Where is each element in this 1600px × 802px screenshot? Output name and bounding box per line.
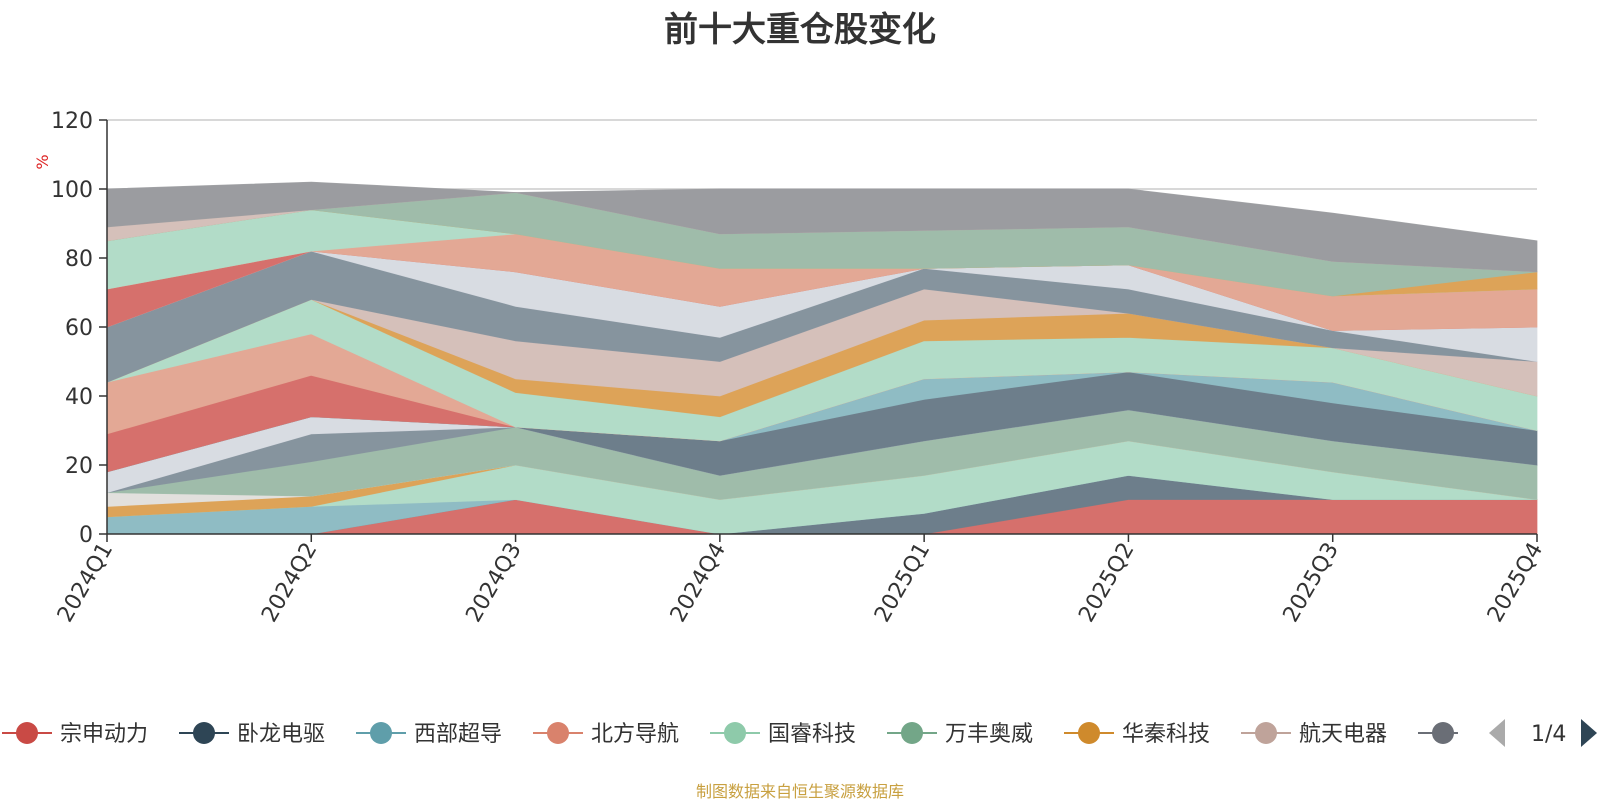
legend-label: 航天电器: [1299, 722, 1387, 747]
chart-title: 前十大重仓股变化: [664, 10, 936, 50]
y-tick-label: 40: [65, 385, 93, 410]
legend-marker: [16, 722, 38, 744]
legend-marker: [1255, 722, 1277, 744]
legend-label: 宗申动力: [60, 722, 148, 747]
x-tick-label: 2025Q4: [1483, 539, 1548, 627]
legend-marker: [1432, 722, 1454, 744]
legend-prev-arrow-icon[interactable]: [1489, 719, 1505, 747]
y-tick-label: 0: [79, 523, 93, 548]
legend-label: 西部超导: [414, 722, 502, 747]
x-tick-label: 2024Q3: [461, 539, 526, 627]
legend-item[interactable]: 卧龙电驱: [179, 722, 325, 747]
legend-label: 国睿科技: [768, 722, 856, 747]
legend-marker: [724, 722, 746, 744]
legend-item[interactable]: 航天电器: [1241, 722, 1387, 747]
legend-label: 北方导航: [591, 722, 679, 747]
y-tick-label: 20: [65, 454, 93, 479]
legend-item[interactable]: 西部超导: [356, 722, 502, 747]
legend-label: 卧龙电驱: [237, 722, 325, 747]
legend[interactable]: 宗申动力卧龙电驱西部超导北方导航国睿科技万丰奥威华秦科技航天电器三1/4: [0, 710, 1600, 750]
y-tick-label: 120: [51, 109, 93, 134]
legend-page-indicator: 1/4: [1531, 722, 1566, 747]
legend-marker: [370, 722, 392, 744]
x-tick-label: 2024Q1: [53, 539, 118, 627]
y-tick-label: 80: [65, 247, 93, 272]
legend-item[interactable]: 宗申动力: [2, 722, 148, 747]
legend-marker: [547, 722, 569, 744]
source-footnote: 制图数据来自恒生聚源数据库: [695, 782, 904, 801]
legend-marker: [193, 722, 215, 744]
area-series-group: [106, 181, 1538, 535]
legend-marker: [901, 722, 923, 744]
legend-item[interactable]: 国睿科技: [710, 722, 856, 747]
x-tick-label: 2025Q3: [1279, 539, 1344, 627]
legend-label: 华秦科技: [1122, 722, 1210, 747]
legend-item[interactable]: 北方导航: [533, 722, 679, 747]
legend-item[interactable]: 万丰奥威: [887, 722, 1033, 747]
x-tick-label: 2024Q4: [666, 539, 731, 627]
legend-label: 万丰奥威: [945, 722, 1033, 747]
legend-item[interactable]: 华秦科技: [1064, 722, 1210, 747]
y-axis-unit: %: [33, 154, 52, 169]
x-tick-label: 2024Q2: [257, 539, 322, 627]
legend-next-arrow-icon[interactable]: [1581, 719, 1597, 747]
area-series-24: [106, 181, 1538, 273]
legend-pager-background: [1458, 710, 1600, 750]
x-tick-label: 2025Q2: [1074, 539, 1139, 627]
x-tick-label: 2025Q1: [870, 539, 935, 627]
y-tick-label: 100: [51, 178, 93, 203]
y-tick-label: 60: [65, 316, 93, 341]
legend-marker: [1078, 722, 1100, 744]
